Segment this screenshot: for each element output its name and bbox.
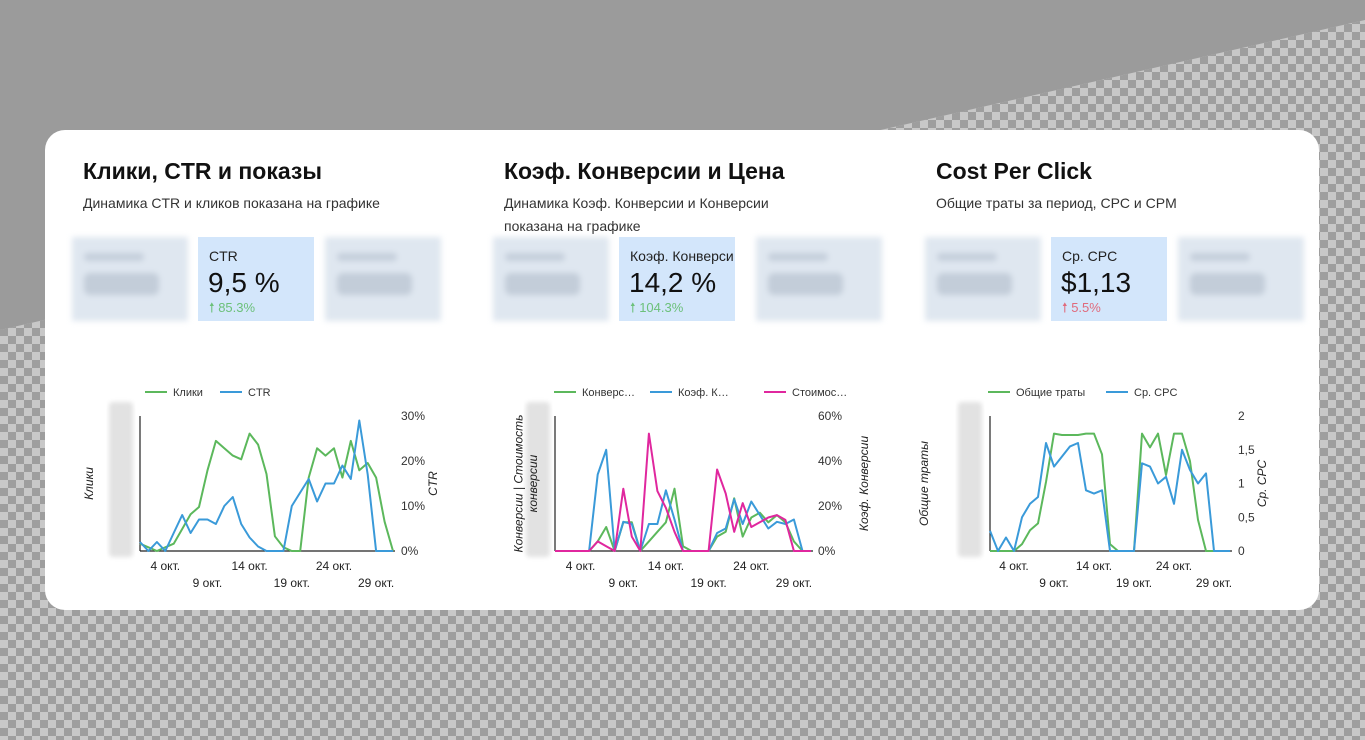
arrow-up-icon: 🠕 [1062, 300, 1068, 315]
legend-item: Ср. CPC [1106, 387, 1177, 399]
x-tick-label: 4 окт. [566, 559, 596, 573]
chart-conversions[interactable]: Конверс… Коэф. К… Стоимос… 0% 20% 40% 60% Конве… [496, 370, 896, 600]
x-tick-label: 29 окт. [358, 576, 394, 590]
y-right-tick-label: 10% [401, 499, 425, 513]
legend-label: Конверс… [582, 387, 635, 399]
kpi-card-cpc[interactable]: Ср. CPC $1,13 🠕 5.5% [1051, 237, 1167, 321]
series-line-ср.-cpc [989, 442, 1230, 552]
x-tick-label: 29 окт. [1196, 576, 1232, 590]
y-right-axis-label: CTR [426, 471, 440, 496]
y-right-axis-label: Ср. CPC [1255, 459, 1269, 507]
legend-label: Клики [173, 387, 203, 399]
y-right-tick-label: 40% [818, 454, 842, 468]
kpi-card-conversion-rate[interactable]: Коэф. Конверсии 14,2 % 🠕 104.3% [619, 237, 735, 321]
x-tick-label: 14 окт. [648, 559, 684, 573]
panel-title: Клики, CTR и показы [83, 158, 323, 184]
kpi-card-blurred [325, 237, 441, 321]
dashboard-card: Клики, CTR и показы Динамика CTR и клико… [45, 130, 1319, 610]
panel-conversions: Коэф. Конверсии и Цена Динамика Коэф. Ко… [466, 130, 896, 610]
y-right-tick-label: 20% [401, 454, 425, 468]
x-tick-label: 19 окт. [1116, 576, 1152, 590]
kpi-label: CTR [209, 248, 238, 264]
kpi-card-blurred [756, 237, 882, 321]
y-right-tick-label: 2 [1238, 409, 1245, 423]
y-right-tick-label: 30% [401, 409, 425, 423]
y-right-tick-label: 0% [818, 544, 836, 558]
series-line-общие-траты [990, 432, 1230, 552]
series-line-клики [139, 432, 394, 552]
y-left-axis-label: Клики [82, 467, 96, 500]
panel-title: Cost Per Click [936, 158, 1092, 184]
legend-item: Общие траты [988, 387, 1085, 399]
x-tick-label: 24 окт. [733, 559, 769, 573]
kpi-delta: 🠕 104.3% [630, 300, 684, 315]
kpi-card-ctr[interactable]: CTR 9,5 % 🠕 85.3% [198, 237, 314, 321]
legend-label: Коэф. К… [678, 387, 729, 399]
y-left-axis-label: Общие траты [917, 441, 931, 526]
x-tick-label: 19 окт. [274, 576, 310, 590]
kpi-delta: 🠕 5.5% [1062, 300, 1101, 315]
series-line-ctr [139, 419, 393, 552]
x-tick-label: 4 окт. [151, 559, 181, 573]
x-tick-label: 29 окт. [776, 576, 812, 590]
panel-cpc: Cost Per Click Общие траты за период, CP… [898, 130, 1319, 610]
left-axis-blurred [958, 402, 982, 557]
y-right-tick-label: 0,5 [1238, 510, 1255, 524]
left-axis-blurred [109, 402, 133, 557]
kpi-label: Ср. CPC [1062, 248, 1118, 264]
panel-title: Коэф. Конверсии и Цена [504, 158, 785, 184]
kpi-card-blurred [493, 237, 609, 321]
y-right-tick-label: 60% [818, 409, 842, 423]
kpi-value: 14,2 % [629, 267, 717, 298]
x-tick-label: 9 окт. [193, 576, 223, 590]
legend-item: Конверс… [554, 387, 635, 399]
legend-item: Коэф. К… [650, 387, 729, 399]
legend-item: Клики [145, 387, 203, 399]
legend-item: Стоимос… [764, 387, 847, 399]
y-right-tick-label: 1,5 [1238, 443, 1255, 457]
kpi-card-blurred [925, 237, 1041, 321]
kpi-delta: 🠕 85.3% [209, 300, 256, 315]
x-tick-label: 4 окт. [999, 559, 1029, 573]
x-tick-label: 14 окт. [1076, 559, 1112, 573]
arrow-up-icon: 🠕 [630, 300, 636, 315]
panel-clicks: Клики, CTR и показы Динамика CTR и клико… [45, 130, 465, 610]
x-tick-label: 9 окт. [608, 576, 638, 590]
kpi-label: Коэф. Конверсии [630, 248, 734, 264]
x-tick-label: 24 окт. [1156, 559, 1192, 573]
kpi-card-blurred [1178, 237, 1304, 321]
kpi-value: $1,13 [1061, 267, 1132, 298]
x-tick-label: 19 окт. [690, 576, 726, 590]
kpi-card-blurred [72, 237, 188, 321]
x-tick-label: 24 окт. [316, 559, 352, 573]
panel-subtitle: Динамика Коэф. Конверсии и Конверсии пок… [504, 195, 769, 234]
y-right-tick-label: 1 [1238, 477, 1245, 491]
kpi-value: 9,5 % [208, 267, 280, 298]
y-right-tick-label: 0% [401, 544, 419, 558]
series-line-стоимость-конверсии [555, 432, 811, 552]
y-right-tick-label: 0 [1238, 544, 1245, 558]
panel-subtitle: Динамика CTR и кликов показана на график… [83, 195, 380, 211]
series-line-коэф.-конверсии [555, 448, 811, 552]
left-axis-blurred [526, 402, 550, 557]
legend-item: CTR [220, 387, 271, 399]
legend-label: Общие траты [1016, 387, 1085, 399]
y-right-tick-label: 20% [818, 499, 842, 513]
arrow-up-icon: 🠕 [209, 300, 215, 315]
legend-label: CTR [248, 387, 271, 399]
x-tick-label: 9 окт. [1039, 576, 1069, 590]
chart-cpc[interactable]: Общие траты Ср. CPC 0 0,5 1 1,5 2 Общие траты Ср… [910, 370, 1310, 600]
x-tick-label: 14 окт. [232, 559, 268, 573]
y-left-axis-label: Конверсии | Стоимостьконверсии [511, 415, 539, 553]
legend-label: Стоимос… [792, 387, 847, 399]
y-right-axis-label: Коэф. Конверсии [857, 436, 871, 532]
chart-clicks-ctr[interactable]: Клики CTR 0% 10% 20% 30% Клики CTR 4 окт. 9 окт. 1… [75, 370, 465, 600]
legend-label: Ср. CPC [1134, 387, 1177, 399]
panel-subtitle: Общие траты за период, CPC и CPM [936, 195, 1177, 211]
